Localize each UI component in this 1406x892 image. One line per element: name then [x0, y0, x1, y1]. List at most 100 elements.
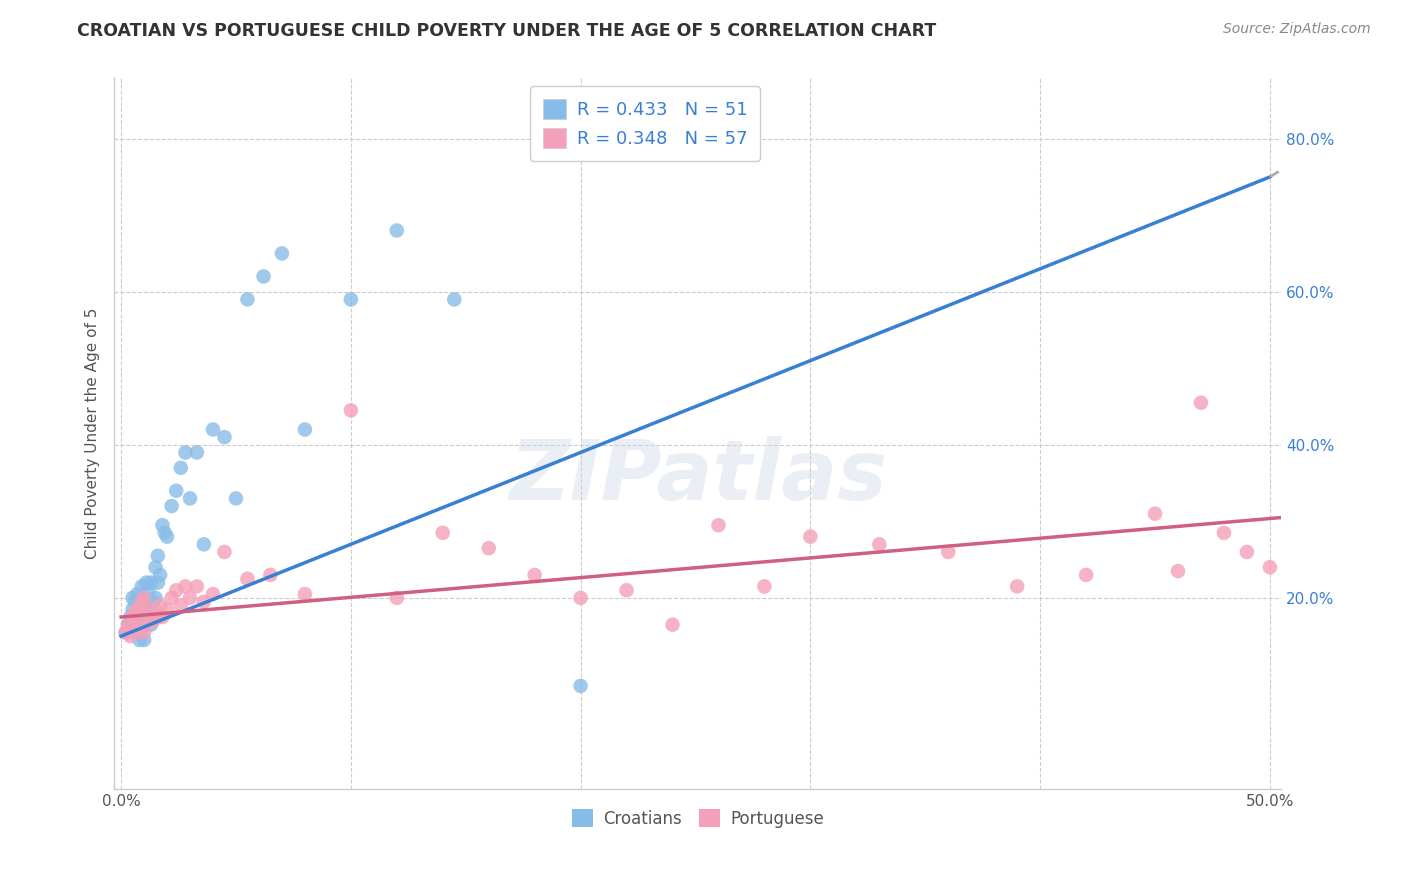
Point [443, 293, 465, 307]
Point [478, 541, 501, 555]
Point [1189, 395, 1212, 409]
Point [156, 530, 179, 544]
Point [139, 617, 162, 632]
Point [131, 595, 153, 609]
Point [259, 568, 281, 582]
Legend: Croatians, Portuguese: Croatians, Portuguese [565, 802, 831, 834]
Point [193, 537, 215, 551]
Point [1005, 579, 1028, 593]
Point [152, 518, 174, 533]
Point [132, 595, 155, 609]
Point [754, 579, 776, 593]
Point [225, 491, 247, 506]
Point [142, 614, 165, 628]
Point [138, 610, 160, 624]
Point [120, 610, 142, 624]
Text: ZIPatlas: ZIPatlas [509, 435, 887, 516]
Text: Source: ZipAtlas.com: Source: ZipAtlas.com [1223, 22, 1371, 37]
Point [236, 293, 259, 307]
Point [127, 625, 149, 640]
Point [252, 269, 274, 284]
Point [165, 483, 187, 498]
Point [146, 575, 169, 590]
Point [170, 599, 193, 613]
Point [799, 530, 821, 544]
Point [186, 445, 208, 459]
Point [128, 602, 150, 616]
Point [294, 587, 316, 601]
Point [179, 491, 201, 506]
Point [936, 545, 959, 559]
Point [152, 610, 174, 624]
Point [132, 610, 155, 624]
Point [385, 223, 408, 237]
Point [179, 591, 201, 605]
Point [121, 614, 143, 628]
Point [385, 591, 408, 605]
Point [1167, 564, 1189, 578]
Point [114, 625, 136, 640]
Point [149, 568, 172, 582]
Point [128, 602, 150, 616]
Point [156, 602, 179, 616]
Point [117, 617, 139, 632]
Point [128, 622, 150, 636]
Point [160, 499, 183, 513]
Point [661, 617, 683, 632]
Point [1258, 560, 1281, 574]
Point [1143, 507, 1166, 521]
Point [186, 579, 208, 593]
Point [124, 617, 146, 632]
Point [868, 537, 890, 551]
Point [1213, 525, 1236, 540]
Point [120, 625, 142, 640]
Point [132, 625, 155, 640]
Point [120, 629, 142, 643]
Point [146, 610, 169, 624]
Point [569, 591, 592, 605]
Point [214, 430, 236, 444]
Point [131, 617, 153, 632]
Point [135, 602, 157, 616]
Point [139, 575, 162, 590]
Point [160, 591, 183, 605]
Point [132, 591, 155, 605]
Point [135, 575, 157, 590]
Point [340, 403, 363, 417]
Y-axis label: Child Poverty Under the Age of 5: Child Poverty Under the Age of 5 [86, 308, 100, 559]
Point [124, 606, 146, 620]
Point [432, 525, 454, 540]
Point [127, 602, 149, 616]
Point [121, 602, 143, 616]
Point [145, 560, 167, 574]
Point [294, 423, 316, 437]
Point [170, 460, 193, 475]
Point [131, 579, 153, 593]
Point [132, 632, 155, 647]
Point [201, 587, 224, 601]
Point [139, 602, 162, 616]
Point [616, 583, 638, 598]
Point [121, 610, 143, 624]
Point [145, 606, 167, 620]
Point [340, 293, 363, 307]
Point [523, 568, 546, 582]
Point [149, 599, 172, 613]
Point [146, 549, 169, 563]
Point [117, 617, 139, 632]
Point [174, 579, 197, 593]
Point [236, 572, 259, 586]
Point [1236, 545, 1258, 559]
Point [1074, 568, 1097, 582]
Point [569, 679, 592, 693]
Point [193, 595, 215, 609]
Point [128, 632, 150, 647]
Point [707, 518, 730, 533]
Point [124, 617, 146, 632]
Point [138, 583, 160, 598]
Point [127, 622, 149, 636]
Point [174, 445, 197, 459]
Point [131, 622, 153, 636]
Point [271, 246, 294, 260]
Point [114, 625, 136, 640]
